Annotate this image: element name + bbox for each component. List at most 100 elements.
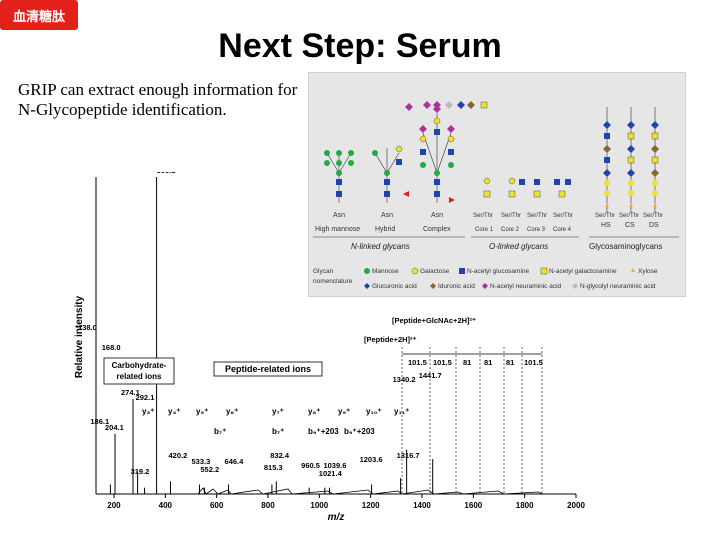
svg-text:b₉⁺+203: b₉⁺+203 bbox=[308, 427, 339, 436]
mannose-nodes bbox=[324, 150, 454, 176]
peak-label: 960.5 bbox=[301, 461, 320, 470]
legend-title-line-2: nomenclature bbox=[313, 278, 353, 285]
svg-text:Ser/Thr: Ser/Thr bbox=[619, 213, 639, 219]
x-tick-label: 1800 bbox=[516, 501, 534, 510]
svg-text:b₉⁺+203: b₉⁺+203 bbox=[344, 427, 375, 436]
slide-title: Next Step: Serum bbox=[218, 27, 502, 65]
svg-text:Ser/Thr: Ser/Thr bbox=[643, 213, 663, 219]
svg-text:Core 3: Core 3 bbox=[527, 227, 546, 233]
peak-label: 815.3 bbox=[264, 463, 283, 472]
svg-text:y₇⁺: y₇⁺ bbox=[272, 407, 284, 416]
svg-text:Asn: Asn bbox=[431, 212, 443, 219]
peak-label: 1039.6 bbox=[323, 461, 346, 470]
glycan-structures-figure: Asn Asn Asn High mannose Hybrid Complex … bbox=[308, 72, 686, 297]
peak-label: 646.4 bbox=[225, 457, 245, 466]
svg-text:Ser/Thr: Ser/Thr bbox=[501, 213, 521, 219]
pep-ions-box bbox=[213, 361, 323, 377]
glycan-legend: Glycan nomenclature Mannose Galactose N-… bbox=[313, 267, 658, 290]
svg-text:Core 2: Core 2 bbox=[501, 227, 520, 233]
peak-label: 552.2 bbox=[200, 465, 219, 474]
svg-text:N-linked glycans: N-linked glycans bbox=[351, 242, 410, 251]
svg-text:y₅⁺: y₅⁺ bbox=[196, 407, 208, 416]
svg-text:Glycosaminoglycans: Glycosaminoglycans bbox=[589, 242, 662, 251]
svg-text:Galactose: Galactose bbox=[420, 268, 450, 275]
svg-text:CS: CS bbox=[625, 222, 635, 229]
bracket-label-2: [Peptide+2H]²⁺ bbox=[364, 335, 417, 344]
svg-text:81: 81 bbox=[484, 358, 492, 367]
svg-text:y₆⁺: y₆⁺ bbox=[226, 407, 238, 416]
peak-label: 204.1 bbox=[105, 423, 124, 432]
glycan-svg: Asn Asn Asn High mannose Hybrid Complex … bbox=[313, 101, 679, 290]
svg-text:81: 81 bbox=[463, 358, 471, 367]
x-tick-label: 200 bbox=[107, 501, 121, 510]
svg-text:Ser/Thr: Ser/Thr bbox=[473, 213, 493, 219]
gag-chains bbox=[603, 107, 659, 213]
pep-ions-label: Peptide-related ions bbox=[225, 364, 311, 374]
peak-label: 186.1 bbox=[90, 417, 109, 426]
glcnac-nodes bbox=[336, 129, 454, 197]
carb-ions-label-1: Carbohydrate- bbox=[112, 361, 167, 370]
mass-spectrum-svg: 200 400 600 800 1000 1200 1400 1600 1800 2000 Rel… bbox=[74, 166, 585, 523]
svg-text:Core 4: Core 4 bbox=[553, 227, 572, 233]
svg-text:81: 81 bbox=[506, 358, 514, 367]
svg-text:N-acetyl galactosamine: N-acetyl galactosamine bbox=[549, 268, 617, 275]
svg-text:101.5: 101.5 bbox=[408, 358, 427, 367]
svg-text:HS: HS bbox=[601, 222, 611, 229]
peak-label: 1021.4 bbox=[319, 469, 343, 478]
bracket-label-1: [Peptide+GlcNAc+2H]²⁺ bbox=[392, 316, 476, 325]
svg-text:N-acetyl glucosamine: N-acetyl glucosamine bbox=[467, 268, 530, 275]
peak-label: 1316.7 bbox=[397, 451, 420, 460]
x-tick-label: 1600 bbox=[464, 501, 482, 510]
svg-text:O-linked glycans: O-linked glycans bbox=[489, 242, 548, 251]
carb-ions-label-2: related ions bbox=[117, 372, 162, 381]
legend-title-line-1: Glycan bbox=[313, 268, 334, 275]
peak-label: 1340.2 bbox=[393, 375, 416, 384]
svg-text:DS: DS bbox=[649, 222, 659, 229]
peak-label: 274.1 bbox=[121, 388, 140, 397]
svg-text:Core 1: Core 1 bbox=[475, 227, 494, 233]
svg-text:y₃⁺: y₃⁺ bbox=[142, 407, 154, 416]
svg-text:y₈⁺: y₈⁺ bbox=[308, 407, 320, 416]
svg-text:y₄⁺: y₄⁺ bbox=[168, 407, 180, 416]
peak-label: 168.0 bbox=[102, 343, 121, 352]
n-linked-trees bbox=[326, 113, 452, 203]
peak-label: 366.1 bbox=[157, 172, 176, 175]
peak-group bbox=[109, 177, 434, 494]
section-badge: 血清糖肽 bbox=[0, 0, 78, 30]
svg-text:Ser/Thr: Ser/Thr bbox=[527, 213, 547, 219]
x-axis-label: m/z bbox=[328, 512, 345, 523]
svg-text:Ser/Thr: Ser/Thr bbox=[595, 213, 615, 219]
glycan-type-labels: Asn Asn Asn High mannose Hybrid Complex … bbox=[315, 212, 663, 233]
svg-text:Mannose: Mannose bbox=[372, 268, 399, 275]
carb-ions-box bbox=[103, 357, 175, 385]
svg-text:Ser/Thr: Ser/Thr bbox=[553, 213, 573, 219]
x-tick-label: 1000 bbox=[310, 501, 328, 510]
baseline-noise bbox=[197, 487, 544, 495]
slide-body-text: GRIP can extract enough information for … bbox=[18, 80, 298, 119]
svg-text:High mannose: High mannose bbox=[315, 226, 360, 233]
peak-label: 832.4 bbox=[270, 451, 290, 460]
x-tick-label: 2000 bbox=[567, 501, 585, 510]
glycan-category-labels: N-linked glycans O-linked glycans Glycos… bbox=[313, 236, 679, 251]
y-ion-labels: y₃⁺ y₄⁺ y₅⁺ y₆⁺ y₇⁺ y₈⁺ y₉⁺ y₁₀⁺ y₁₁⁺ bbox=[142, 407, 409, 416]
x-tick-label: 1400 bbox=[413, 501, 431, 510]
top-mini-legend bbox=[423, 101, 488, 109]
peak-label: 138.0 bbox=[78, 323, 97, 332]
svg-text:Glucuronic acid: Glucuronic acid bbox=[372, 283, 417, 290]
x-tick-label: 800 bbox=[261, 501, 275, 510]
peak-label: 319.2 bbox=[131, 467, 150, 476]
svg-text:Hybrid: Hybrid bbox=[375, 226, 395, 233]
peak-label: 533.3 bbox=[192, 457, 211, 466]
svg-text:b₇⁺: b₇⁺ bbox=[272, 427, 284, 436]
diff-ladder: 101.5 101.5 81 81 81 101.5 bbox=[401, 347, 543, 494]
x-tick-label: 1200 bbox=[362, 501, 380, 510]
x-tick-group: 200 400 600 800 1000 1200 1400 1600 1800 2000 bbox=[107, 494, 585, 510]
svg-text:y₉⁺: y₉⁺ bbox=[338, 407, 350, 416]
svg-text:N-glycolyl neuraminic acid: N-glycolyl neuraminic acid bbox=[580, 283, 656, 290]
o-linked-trees bbox=[483, 177, 571, 198]
galactose-nodes bbox=[395, 117, 455, 153]
svg-text:101.5: 101.5 bbox=[524, 358, 543, 367]
svg-text:b₇⁺: b₇⁺ bbox=[214, 427, 226, 436]
svg-text:Xylose: Xylose bbox=[638, 268, 658, 275]
x-tick-label: 600 bbox=[210, 501, 224, 510]
